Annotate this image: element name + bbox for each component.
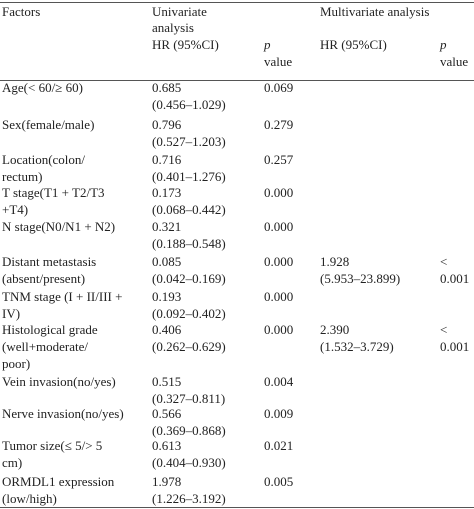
header-cell: p: [440, 37, 447, 52]
p-cell: 0.000: [264, 254, 294, 269]
header-cell: Multivariate analysis: [320, 4, 430, 19]
ci-cell: (0.369–0.868): [152, 423, 226, 438]
factor-cell: Location(colon/: [2, 152, 86, 167]
header-cell: Factors: [2, 4, 41, 19]
p-cell: <: [440, 254, 448, 269]
factor-cell: T stage(T1 + T2/T3: [2, 185, 105, 200]
ci-cell: (0.327–0.811): [152, 391, 226, 406]
factor-cell: TNM stage (I + II/III +: [2, 289, 123, 304]
hr-cell: 0.193: [152, 289, 182, 304]
hr-cell: 0.321: [152, 219, 182, 234]
p-cell: 0.001: [440, 271, 470, 286]
factor-cell: Vein invasion(no/yes): [2, 374, 116, 389]
hr-cell: 0.406: [152, 322, 182, 337]
ci-cell: (0.456–1.029): [152, 97, 226, 112]
header-cell: analysis: [152, 20, 194, 35]
factor-cell: Sex(female/male): [2, 117, 95, 132]
header-cell: value: [264, 54, 293, 69]
hr-cell: 0.085: [152, 254, 182, 269]
p-cell: 0.004: [264, 374, 294, 389]
ci-cell: (5.953–23.899): [320, 271, 401, 286]
factor-cell: poor): [2, 356, 31, 371]
p-cell: 0.000: [264, 219, 294, 234]
ci-cell: (1.226–3.192): [152, 491, 226, 506]
hr-cell: 0.685: [152, 80, 182, 95]
header-cell: p: [264, 37, 271, 52]
hr-cell: 0.566: [152, 406, 182, 421]
factor-cell: N stage(N0/N1 + N2): [2, 219, 116, 234]
ci-cell: (0.068–0.442): [152, 202, 226, 217]
header-rule: [0, 80, 474, 81]
ci-cell: (0.404–0.930): [152, 455, 226, 470]
hr-cell: 1.928: [320, 254, 350, 269]
p-cell: 0.257: [264, 152, 294, 167]
hr-cell: 0.173: [152, 185, 182, 200]
factor-cell: Age(< 60/≥ 60): [2, 80, 83, 95]
ci-cell: (0.188–0.548): [152, 236, 226, 251]
hr-cell: 0.716: [152, 152, 182, 167]
factor-cell: Histological grade: [2, 322, 98, 337]
factor-cell: rectum): [2, 169, 43, 184]
factor-cell: Tumor size(≤ 5/> 5: [2, 438, 103, 453]
p-cell: 0.000: [264, 289, 294, 304]
p-cell: 0.069: [264, 80, 294, 95]
factor-cell: +T4): [2, 202, 29, 217]
factor-cell: (absent/present): [2, 271, 86, 286]
factor-cell: Nerve invasion(no/yes): [2, 406, 124, 421]
hr-cell: 2.390: [320, 322, 350, 337]
factor-cell: (well+moderate/: [2, 339, 89, 354]
factor-cell: (low/high): [2, 491, 57, 506]
p-cell: 0.279: [264, 117, 294, 132]
p-cell: 0.005: [264, 474, 294, 489]
header-cell: Univariate: [152, 4, 207, 19]
hr-cell: 0.515: [152, 374, 182, 389]
p-cell: <: [440, 322, 448, 337]
ci-cell: (0.262–0.629): [152, 339, 226, 354]
ci-cell: (0.042–0.169): [152, 271, 226, 286]
ci-cell: (0.401–1.276): [152, 169, 226, 184]
ci-cell: (0.092–0.402): [152, 306, 226, 321]
bottom-rule: [0, 507, 474, 508]
header-cell: HR (95%CI): [320, 37, 387, 52]
header-cell: HR (95%CI): [152, 37, 219, 52]
p-cell: 0.000: [264, 185, 294, 200]
p-cell: 0.001: [440, 339, 470, 354]
header-cell: value: [440, 54, 469, 69]
factor-cell: cm): [2, 455, 23, 470]
factor-cell: ORMDL1 expression: [2, 474, 115, 489]
factor-cell: IV): [2, 306, 21, 321]
hr-cell: 0.613: [152, 438, 182, 453]
p-cell: 0.000: [264, 322, 294, 337]
hr-cell: 0.796: [152, 117, 182, 132]
ci-cell: (1.532–3.729): [320, 339, 394, 354]
top-rule: [0, 2, 474, 3]
factor-cell: Distant metastasis: [2, 254, 97, 269]
ci-cell: (0.527–1.203): [152, 134, 226, 149]
p-cell: 0.009: [264, 406, 294, 421]
p-cell: 0.021: [264, 438, 294, 453]
hr-cell: 1.978: [152, 474, 182, 489]
